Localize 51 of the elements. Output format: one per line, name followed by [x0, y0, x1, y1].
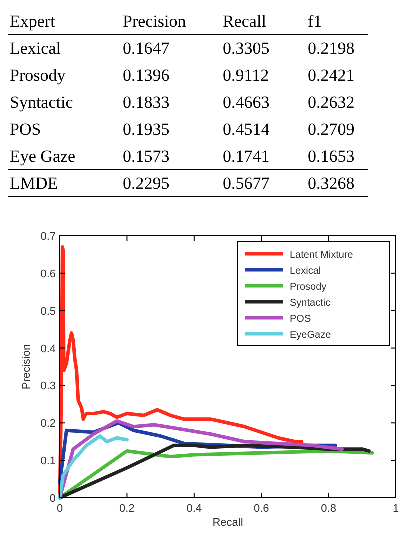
data-label: 0.2295 [123, 174, 170, 193]
data-label: 0.1647 [123, 39, 170, 58]
x-tick-label: Recall [223, 12, 267, 31]
data-label: 0.1741 [223, 147, 270, 166]
y-tick-label: Eye Gaze [10, 147, 76, 166]
y-tick-label: 0.7 [40, 231, 56, 243]
y-tick-label: Syntactic [10, 93, 74, 112]
x-tick-label: 0.2 [120, 503, 135, 515]
legend-label: POS [290, 314, 312, 325]
x-axis-title: Recall [212, 517, 244, 529]
y-tick-label: 0.4 [40, 343, 56, 356]
x-tick-label: 1 [392, 503, 400, 515]
data-label: 0.1653 [308, 147, 355, 166]
data-label: 0.2198 [308, 39, 355, 58]
y-tick-label: Lexical [10, 39, 62, 58]
y-tick-label: LMDE [10, 174, 58, 193]
line-series [58, 434, 129, 500]
data-label: 0.1833 [123, 93, 170, 112]
x-tick-label: 0.6 [254, 503, 270, 515]
data-label: 0.1573 [123, 147, 170, 166]
y-tick-label: 0.5 [40, 306, 56, 318]
y-tick-label: 0.2 [40, 418, 56, 430]
data-label: 0.3268 [308, 174, 355, 193]
legend-label: Latent Mixture [290, 250, 354, 261]
y-tick-label: 0.3 [40, 380, 56, 393]
y-tick-label: 0.1 [40, 456, 56, 468]
legend-label: EyeGaze [290, 330, 332, 341]
data-label: 0.4663 [223, 93, 270, 112]
data-label: 0.1935 [123, 120, 170, 139]
y-axis-title: Precision [21, 344, 33, 390]
x-tick-label: 0.8 [321, 503, 336, 515]
x-tick-label: Precision [123, 12, 187, 31]
data-label: 0.4514 [223, 120, 270, 139]
legend-label: Lexical [290, 266, 322, 277]
data-label: 0.2709 [308, 120, 355, 139]
legend-label: Prosody [290, 282, 327, 293]
data-label: 0.2421 [308, 66, 355, 85]
line-series [58, 420, 344, 500]
y-tick-label: 0 [50, 493, 56, 505]
data-label: 0.3305 [223, 39, 270, 58]
y-tick-label: POS [10, 120, 42, 139]
x-tick-label: 0.4 [186, 503, 202, 515]
data-label: 0.9112 [223, 66, 270, 85]
data-label: 0.2632 [308, 93, 355, 112]
y-tick-label: Prosody [10, 66, 66, 85]
data-label: 0.5677 [223, 174, 270, 193]
legend-label: Syntactic [290, 298, 331, 309]
y-axis-title: Expert [10, 12, 56, 31]
y-tick-label: 0.6 [40, 268, 56, 280]
data-label: 0.1396 [123, 66, 170, 85]
x-tick-label: f1 [308, 12, 322, 31]
